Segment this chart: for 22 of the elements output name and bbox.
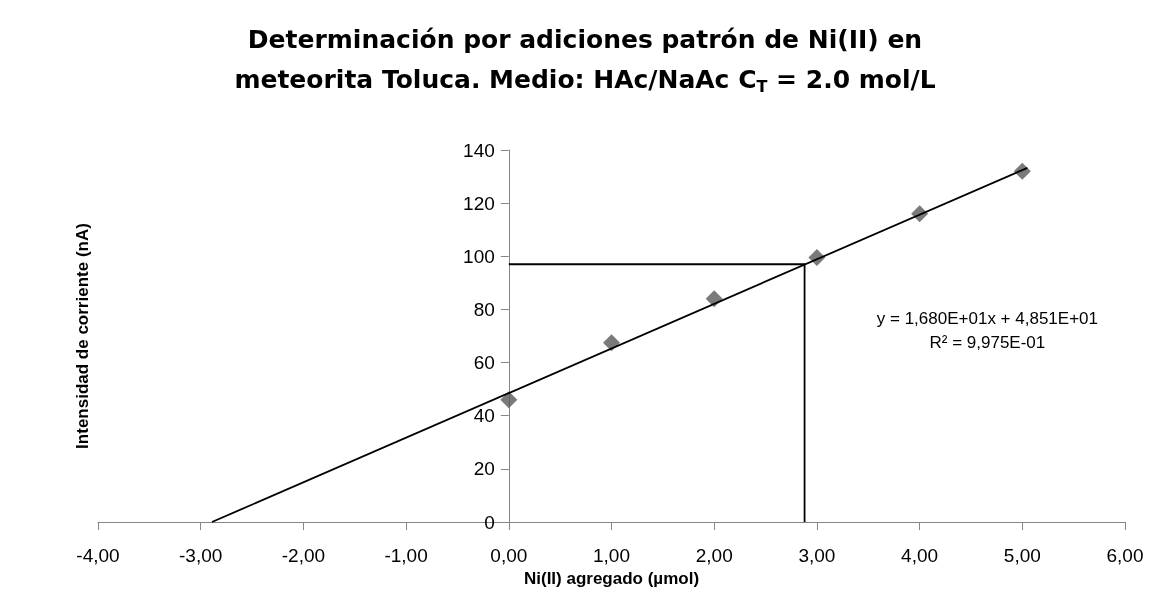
x-tick-label: 0,00 [490,545,528,566]
x-tick-label: -4,00 [76,545,120,566]
y-axis-title: Intensidad de corriente (nA) [72,223,92,449]
x-tick-label: 5,00 [1003,545,1041,566]
y-tick-label: 140 [463,139,495,161]
x-tick-label: 3,00 [798,545,836,566]
x-tick-label: 1,00 [593,545,630,566]
x-tick-label: -2,00 [281,545,326,566]
x-tick-label: 2,00 [695,545,733,566]
y-tick-label: 0 [484,511,495,533]
y-tick-label: 80 [473,298,495,320]
annotation: y = 1,680E+01x + 4,851E+01 R² = 9,975E-01 [876,308,1098,352]
x-tick-label: -3,00 [179,545,223,566]
y-tick-label: 20 [473,458,495,480]
y-tick-label: 60 [473,352,495,374]
y-tick-label: 100 [463,245,495,267]
x-tick-label: 6,00 [1106,545,1144,566]
y-tick-label: 120 [463,192,495,214]
y-tick-label: 40 [473,405,495,427]
x-tick-label: -1,00 [384,545,428,566]
x-tick-label: 4,00 [901,545,939,566]
x-axis-title: Ni(II) agregado (µmol) [523,568,700,588]
